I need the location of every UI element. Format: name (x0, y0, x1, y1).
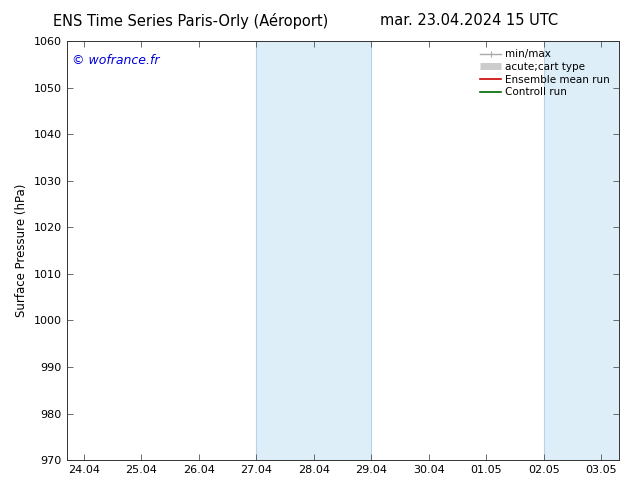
Text: © wofrance.fr: © wofrance.fr (72, 53, 160, 67)
Legend: min/max, acute;cart type, Ensemble mean run, Controll run: min/max, acute;cart type, Ensemble mean … (477, 46, 613, 100)
Bar (256, 41, 372, 460)
Bar (544, 41, 630, 460)
Text: mar. 23.04.2024 15 UTC: mar. 23.04.2024 15 UTC (380, 13, 558, 28)
Y-axis label: Surface Pressure (hPa): Surface Pressure (hPa) (15, 184, 28, 318)
Text: ENS Time Series Paris-Orly (Aéroport): ENS Time Series Paris-Orly (Aéroport) (53, 13, 328, 29)
